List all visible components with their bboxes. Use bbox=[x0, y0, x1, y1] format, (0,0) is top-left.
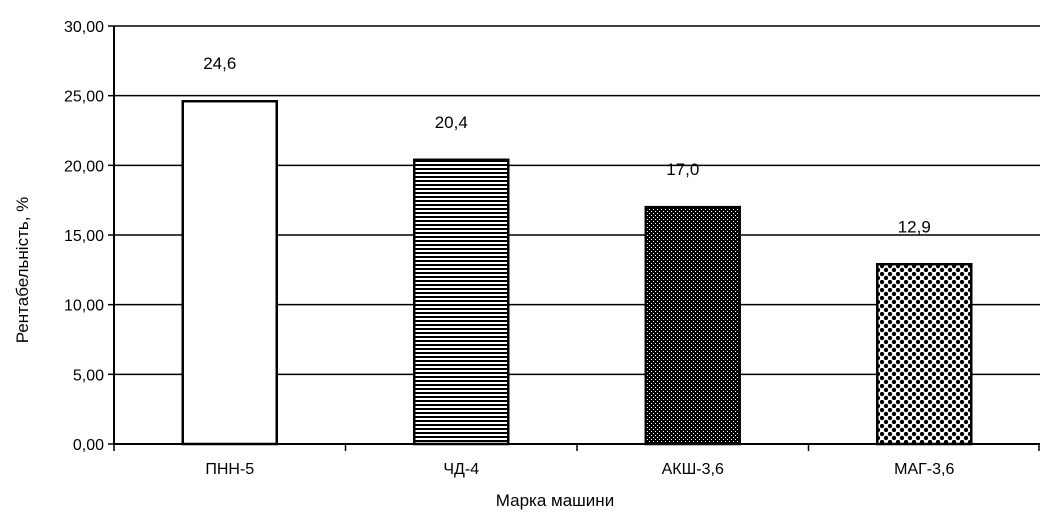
y-tick-label: 30,00 bbox=[64, 19, 104, 36]
y-tick-label: 10,00 bbox=[64, 298, 104, 315]
axes bbox=[108, 25, 1040, 451]
data-label: 24,6 bbox=[203, 54, 236, 73]
data-label: 20,4 bbox=[435, 113, 468, 132]
data-label: 12,9 bbox=[898, 217, 931, 236]
bar-0 bbox=[181, 99, 278, 446]
y-axis-title: Рентабельність, % bbox=[13, 197, 32, 344]
y-tick-label: 15,00 bbox=[64, 228, 104, 245]
bar-2 bbox=[644, 205, 741, 446]
data-label: 17,0 bbox=[666, 160, 699, 179]
x-tick-label: ПНН-5 bbox=[205, 461, 254, 478]
x-tick-label: МАГ-3,6 bbox=[894, 461, 954, 478]
y-tick-label: 5,00 bbox=[73, 367, 104, 384]
bar-1 bbox=[413, 158, 510, 446]
y-tick-label: 25,00 bbox=[64, 89, 104, 106]
y-tick-label: 20,00 bbox=[64, 158, 104, 175]
bars bbox=[181, 99, 973, 446]
bar-3 bbox=[876, 263, 973, 446]
x-tick-label: ЧД-4 bbox=[443, 461, 479, 478]
labels: 0,00 5,00 10,00 15,00 20,00 25,00 30,00 24,6 ПНН… bbox=[64, 19, 955, 478]
x-axis-title: Марка машини bbox=[496, 491, 614, 510]
x-tick-label: АКШ-3,6 bbox=[662, 461, 724, 478]
y-tick-label: 0,00 bbox=[73, 437, 104, 454]
